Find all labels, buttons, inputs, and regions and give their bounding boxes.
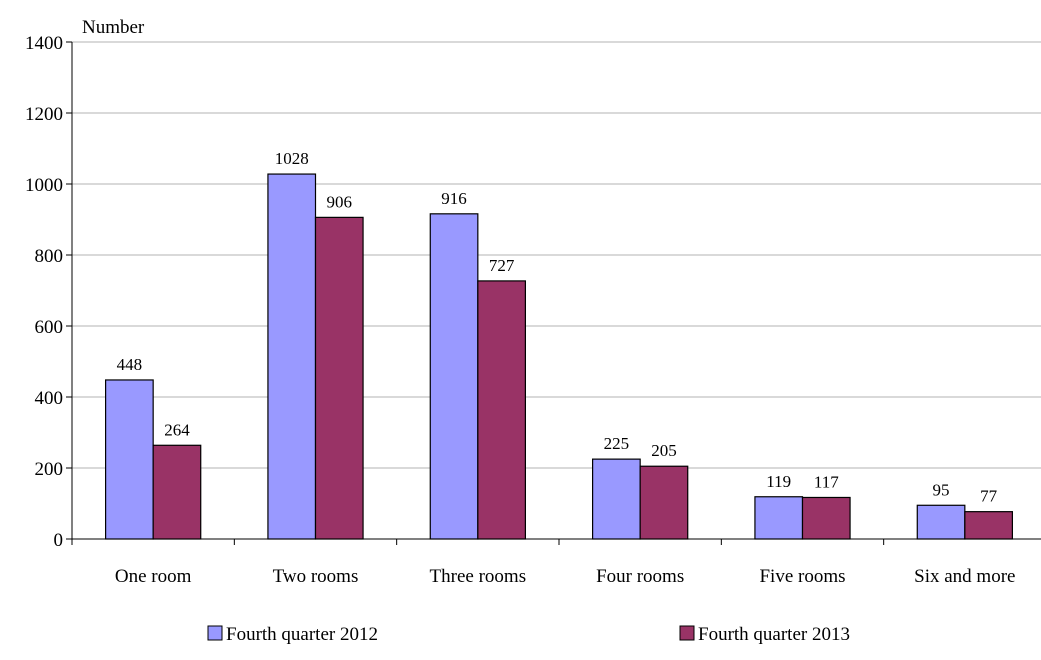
bar (964, 511, 1013, 540)
y-tick-label: 200 (35, 459, 64, 480)
legend: Fourth quarter 2012 Fourth quarter 2013 (207, 624, 850, 645)
x-tick-label: Six and more (914, 566, 1015, 587)
x-tick-label: Two rooms (273, 566, 359, 587)
x-tick-label: Four rooms (596, 566, 684, 587)
bars (105, 173, 1013, 540)
bar (639, 465, 689, 540)
gridlines (72, 41, 1041, 469)
data-label: 117 (814, 472, 839, 491)
y-tick-label: 1200 (25, 104, 63, 125)
data-label: 916 (441, 189, 467, 208)
bar (152, 444, 202, 540)
legend-swatch (679, 625, 695, 641)
bar (477, 280, 526, 540)
data-label: 225 (604, 434, 630, 453)
x-tick-label: One room (115, 566, 192, 587)
bar (429, 213, 479, 540)
legend-swatch (207, 625, 223, 641)
x-tick-label: Five rooms (759, 566, 845, 587)
axes: 0 200 400 600 800 1000 1200 1400 One room Two roo… (25, 33, 1041, 587)
y-unit-label: Number (82, 17, 145, 38)
data-label: 727 (489, 256, 515, 275)
legend-label: Fourth quarter 2012 (226, 624, 378, 645)
data-label: 205 (651, 441, 677, 460)
bar (105, 379, 154, 540)
data-label: 119 (766, 472, 791, 491)
y-tick-label: 600 (35, 317, 64, 338)
y-tick-label: 1400 (25, 33, 63, 54)
bar (801, 496, 851, 540)
data-label: 264 (164, 420, 190, 439)
data-label: 77 (980, 487, 998, 506)
y-tick-label: 1000 (25, 175, 63, 196)
y-tick-label: 0 (54, 530, 64, 551)
bar (754, 496, 804, 540)
bar (592, 458, 641, 540)
data-label: 1028 (275, 149, 309, 168)
y-tick-label: 400 (35, 388, 64, 409)
legend-label: Fourth quarter 2013 (698, 624, 850, 645)
bar (916, 504, 966, 540)
bar (267, 173, 317, 540)
data-label: 448 (117, 355, 143, 374)
x-tick-label: Three rooms (430, 566, 527, 587)
data-labels: 448 264 1028 906 916 727 225 205 119 117 95 77 (117, 149, 998, 506)
y-tick-label: 800 (35, 246, 64, 267)
bar (314, 216, 364, 540)
data-label: 906 (327, 192, 353, 211)
data-label: 95 (933, 480, 950, 499)
